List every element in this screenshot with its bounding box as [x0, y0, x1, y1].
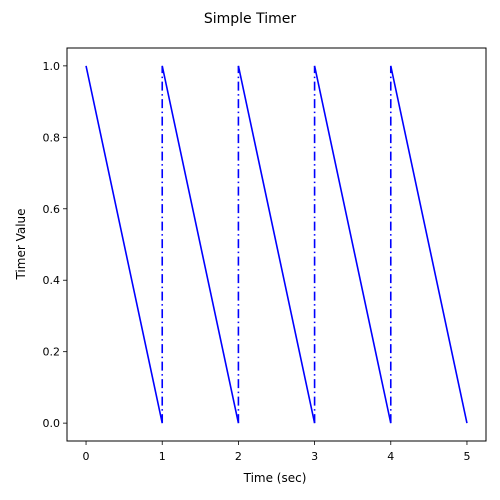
y-axis-label: Timer Value — [14, 208, 28, 280]
y-tick-label: 0.0 — [43, 417, 61, 430]
ramp-line-0 — [85, 65, 164, 424]
x-axis-label: Time (sec) — [243, 471, 307, 485]
x-tick-label: 0 — [83, 450, 90, 463]
axes-frame — [66, 47, 487, 442]
ramp-line-8 — [389, 65, 468, 424]
x-tick-label: 5 — [463, 450, 470, 463]
chart-title: Simple Timer — [204, 11, 297, 27]
x-tick-label: 1 — [159, 450, 166, 463]
y-tick-label: 1.0 — [43, 60, 61, 73]
ramp-line-6 — [313, 65, 392, 424]
plot-area — [85, 65, 468, 424]
x-tick-label: 4 — [387, 450, 394, 463]
y-tick-label: 0.4 — [43, 274, 61, 287]
axis-ticks: 0 1 2 3 4 5 0.0 0.2 0.4 0.6 0.8 1.0 — [43, 60, 471, 463]
x-tick-label: 3 — [311, 450, 318, 463]
ramp-line-2 — [161, 65, 240, 424]
ramp-line-4 — [237, 65, 316, 424]
y-tick-label: 0.6 — [43, 203, 61, 216]
y-tick-label: 0.8 — [43, 131, 61, 144]
x-tick-label: 2 — [235, 450, 242, 463]
y-tick-label: 0.2 — [43, 346, 61, 359]
